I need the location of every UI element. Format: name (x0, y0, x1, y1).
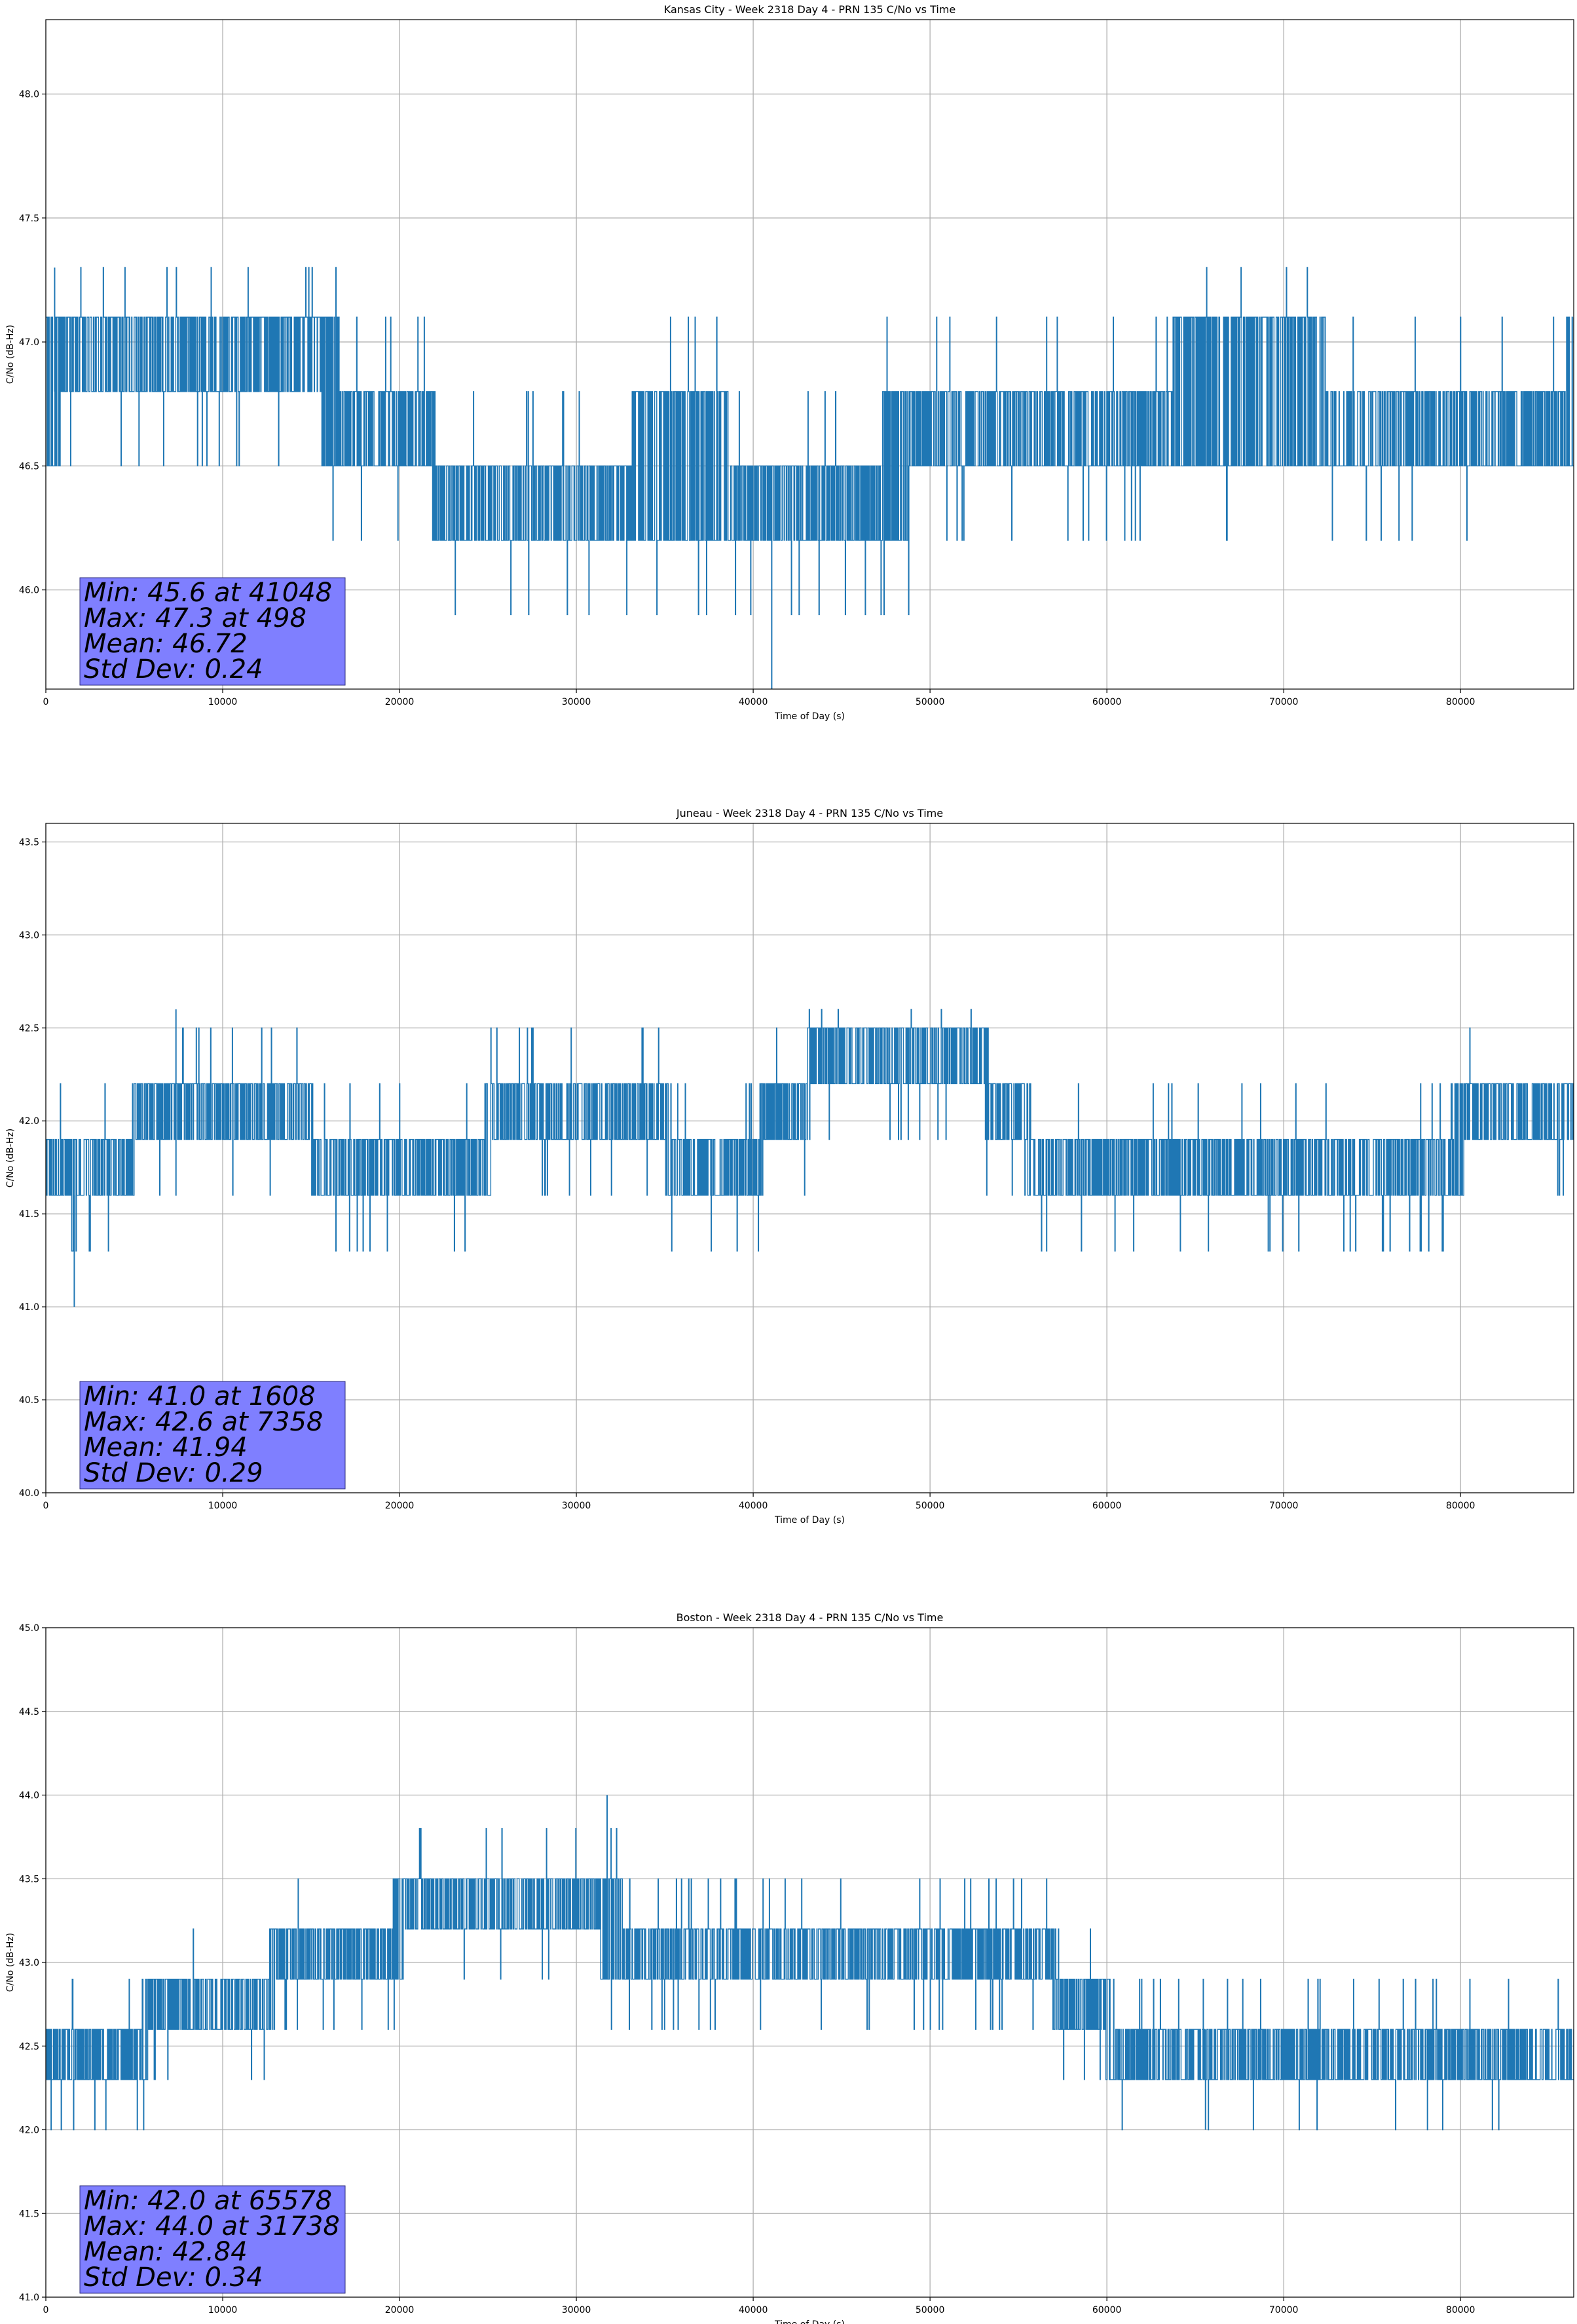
x-tick-label: 50000 (916, 1501, 945, 1511)
stats-line: Mean: 46.72 (84, 629, 248, 659)
stats-line: Std Dev: 0.29 (84, 1458, 263, 1488)
plot-frame (45, 1627, 1574, 2298)
stats-line: Max: 42.6 at 7358 (84, 1407, 323, 1437)
y-tick-label: 47.0 (19, 337, 39, 348)
x-axis-label: Time of Day (s) (774, 711, 845, 722)
y-tick-label: 42.0 (19, 2126, 39, 2136)
x-tick-label: 70000 (1269, 1501, 1299, 1511)
y-tick-label: 40.0 (19, 1488, 39, 1499)
x-tick-label: 0 (43, 1501, 49, 1511)
x-tick-label: 0 (43, 2305, 49, 2315)
y-tick-label: 46.0 (19, 586, 39, 596)
stats-line: Mean: 42.84 (84, 2237, 248, 2267)
y-tick-label: 43.0 (19, 1958, 39, 1968)
stats-line: Mean: 41.94 (84, 1433, 248, 1463)
series-line (46, 1827, 1574, 2131)
x-tick-label: 50000 (916, 2305, 945, 2315)
x-tick-label: 60000 (1092, 2305, 1122, 2315)
series-line (46, 267, 1574, 616)
chart-panel-0: 0 10000 20000 30000 40000 50000 60000 70000 8000… (5, 3, 1574, 722)
x-tick-label: 10000 (208, 1501, 238, 1511)
x-tick-label: 0 (43, 697, 49, 707)
y-tick-label: 45.0 (19, 1623, 39, 1634)
y-tick-label: 43.0 (19, 930, 39, 941)
y-tick-label: 41.5 (19, 1209, 39, 1220)
chart-title: Boston - Week 2318 Day 4 - PRN 135 C/No … (677, 1611, 944, 1624)
y-tick-label: 42.5 (19, 2042, 39, 2052)
y-tick-label: 44.5 (19, 1707, 39, 1717)
x-tick-label: 60000 (1092, 697, 1122, 707)
stats-line: Min: 41.0 at 1608 (84, 1381, 316, 1412)
stats-line: Min: 42.0 at 65578 (84, 2186, 332, 2216)
x-tick-label: 80000 (1446, 1501, 1475, 1511)
x-tick-label: 40000 (739, 697, 768, 707)
series-line (46, 1009, 1574, 1252)
y-tick-label: 43.5 (19, 1874, 39, 1884)
x-tick-label: 70000 (1269, 2305, 1299, 2315)
stats-line: Std Dev: 0.24 (84, 654, 263, 684)
y-tick-label: 47.5 (19, 214, 39, 224)
y-tick-label: 44.0 (19, 1791, 39, 1801)
x-tick-label: 20000 (385, 1501, 415, 1511)
x-tick-label: 80000 (1446, 2305, 1475, 2315)
x-tick-label: 20000 (385, 697, 415, 707)
x-axis-label: Time of Day (s) (774, 1515, 845, 1526)
chart-title: Kansas City - Week 2318 Day 4 - PRN 135 … (664, 3, 955, 16)
x-tick-label: 10000 (208, 697, 238, 707)
x-axis-label: Time of Day (s) (774, 2319, 845, 2324)
x-tick-label: 20000 (385, 2305, 415, 2315)
y-tick-label: 43.5 (19, 837, 39, 848)
y-axis-label: C/No (dB-Hz) (5, 1129, 16, 1188)
chart-title: Juneau - Week 2318 Day 4 - PRN 135 C/No … (676, 807, 943, 819)
y-tick-label: 40.5 (19, 1395, 39, 1406)
stats-line: Max: 44.0 at 31738 (84, 2211, 340, 2241)
chart-panel-1: 0 10000 20000 30000 40000 50000 60000 70000 8000… (5, 807, 1574, 1526)
plot-frame (45, 823, 1574, 1493)
chart-panel-2: 0 10000 20000 30000 40000 50000 60000 70000 8000… (5, 1611, 1574, 2324)
y-tick-label: 41.0 (19, 1302, 39, 1313)
x-tick-label: 70000 (1269, 697, 1299, 707)
x-tick-label: 80000 (1446, 697, 1475, 707)
stats-box (79, 1381, 346, 1490)
x-tick-label: 30000 (562, 2305, 591, 2315)
y-tick-label: 46.5 (19, 461, 39, 472)
y-tick-label: 42.0 (19, 1116, 39, 1127)
x-tick-label: 30000 (562, 697, 591, 707)
y-tick-label: 41.5 (19, 2209, 39, 2219)
y-axis-label: C/No (dB-Hz) (5, 1933, 16, 1992)
y-tick-label: 41.0 (19, 2293, 39, 2303)
plot-frame (45, 19, 1574, 690)
x-tick-label: 10000 (208, 2305, 238, 2315)
y-tick-label: 48.0 (19, 90, 39, 100)
x-tick-label: 50000 (916, 697, 945, 707)
stats-box (79, 577, 346, 686)
x-tick-label: 30000 (562, 1501, 591, 1511)
y-axis-label: C/No (dB-Hz) (5, 325, 16, 384)
x-tick-label: 40000 (739, 1501, 768, 1511)
stats-line: Min: 45.6 at 41048 (84, 578, 332, 608)
stats-line: Max: 47.3 at 498 (84, 603, 306, 633)
stats-line: Std Dev: 0.34 (84, 2262, 263, 2293)
x-tick-label: 60000 (1092, 1501, 1122, 1511)
y-tick-label: 42.5 (19, 1023, 39, 1034)
stats-box (79, 2185, 346, 2294)
x-tick-label: 40000 (739, 2305, 768, 2315)
